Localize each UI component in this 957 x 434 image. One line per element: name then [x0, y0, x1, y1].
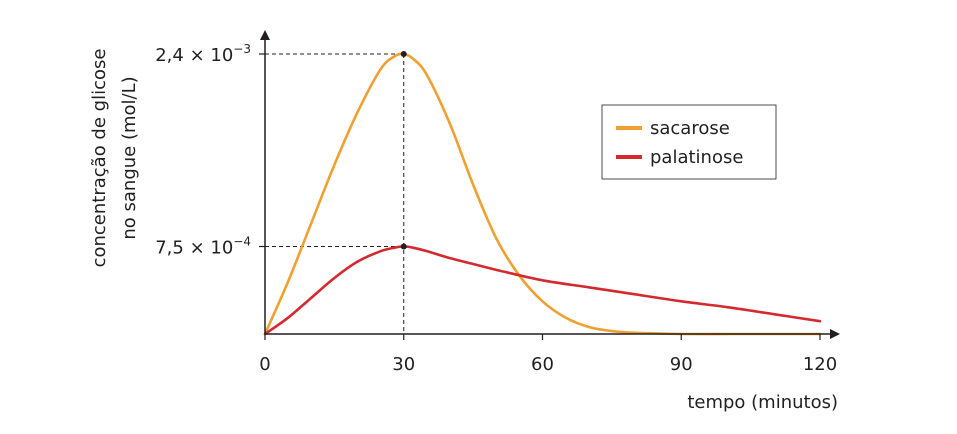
y-tick-mantissa-1: 7,5 × 10 — [155, 238, 233, 259]
y-axis-title-line2: no sangue (mol/L) — [119, 76, 140, 239]
x-ticks: 0 30 60 90 120 — [259, 334, 837, 375]
series-lines — [263, 52, 822, 336]
x-tick-label-0: 0 — [259, 354, 270, 375]
x-axis-title: tempo (minutos) — [687, 392, 838, 413]
series-line-palatinose — [263, 245, 822, 336]
y-tick-exponent-1: −4 — [233, 235, 251, 249]
y-ticks: 2,4 × 10−3 7,5 × 10−4 — [155, 42, 265, 259]
y-tick-exponent-0: −3 — [233, 42, 251, 56]
x-tick-label-60: 60 — [531, 354, 554, 375]
y-tick-label-0: 2,4 × 10−3 — [155, 42, 251, 66]
x-tick-label-30: 30 — [392, 354, 415, 375]
guide-lines — [265, 53, 405, 334]
legend-label-sacarose: sacarose — [650, 118, 730, 139]
legend: sacarose palatinose — [601, 104, 777, 180]
y-axis-title: concentração de glicose no sangue (mol/L… — [89, 49, 140, 268]
marked-points — [400, 51, 407, 250]
y-axis-title-line1: concentração de glicose — [89, 49, 110, 268]
marked-point-1 — [400, 243, 407, 250]
marked-point-0 — [400, 51, 407, 57]
x-tick-label-90: 90 — [670, 354, 693, 375]
legend-label-palatinose: palatinose — [650, 147, 743, 168]
x-tick-label-120: 120 — [803, 354, 837, 375]
legend-box — [601, 104, 777, 180]
series-line-sacarose — [263, 52, 822, 336]
y-tick-label-1: 7,5 × 10−4 — [155, 235, 251, 259]
y-tick-mantissa-0: 2,4 × 10 — [155, 45, 233, 66]
